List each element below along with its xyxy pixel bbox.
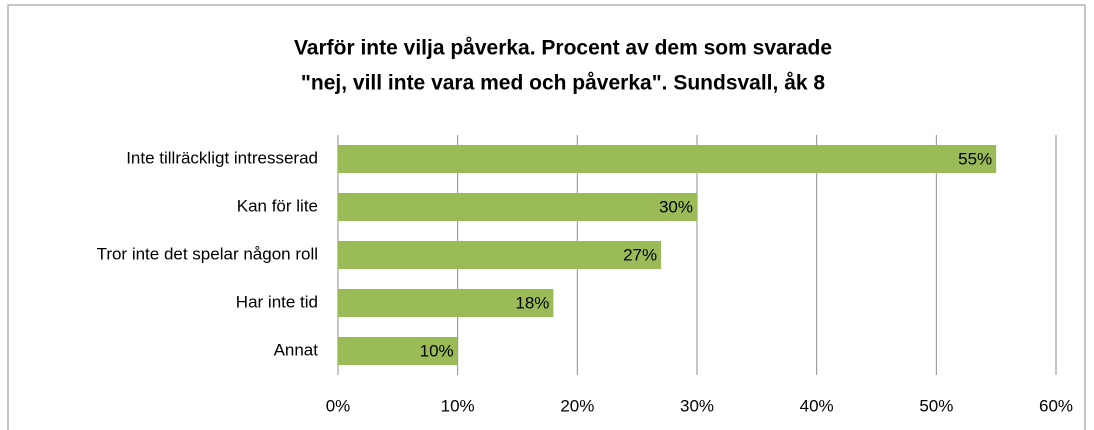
value-label: 55% [958, 149, 992, 168]
y-tick-label: Tror inte det spelar någon roll [97, 244, 318, 263]
chart-title: "nej, vill inte vara med och påverka". S… [301, 72, 825, 95]
bar [338, 337, 458, 365]
bar [338, 145, 997, 173]
x-tick-label: 30% [680, 396, 714, 415]
y-tick-label: Inte tillräckligt intresserad [126, 148, 318, 167]
value-label: 30% [659, 197, 693, 216]
y-tick-label: Annat [274, 340, 319, 359]
bar [338, 241, 662, 269]
x-tick-label: 20% [560, 396, 594, 415]
chart-title: Varför inte vilja påverka. Procent av de… [294, 37, 832, 60]
y-tick-label: Kan för lite [237, 196, 318, 215]
x-tick-label: 50% [919, 396, 953, 415]
x-tick-label: 10% [441, 396, 475, 415]
value-label: 27% [623, 245, 657, 264]
bar [338, 193, 697, 221]
value-label: 18% [515, 293, 549, 312]
x-tick-label: 60% [1039, 396, 1073, 415]
x-tick-label: 40% [800, 396, 834, 415]
value-label: 10% [420, 341, 454, 360]
bar [338, 289, 554, 317]
x-tick-label: 0% [326, 396, 351, 415]
y-tick-label: Har inte tid [236, 292, 318, 311]
